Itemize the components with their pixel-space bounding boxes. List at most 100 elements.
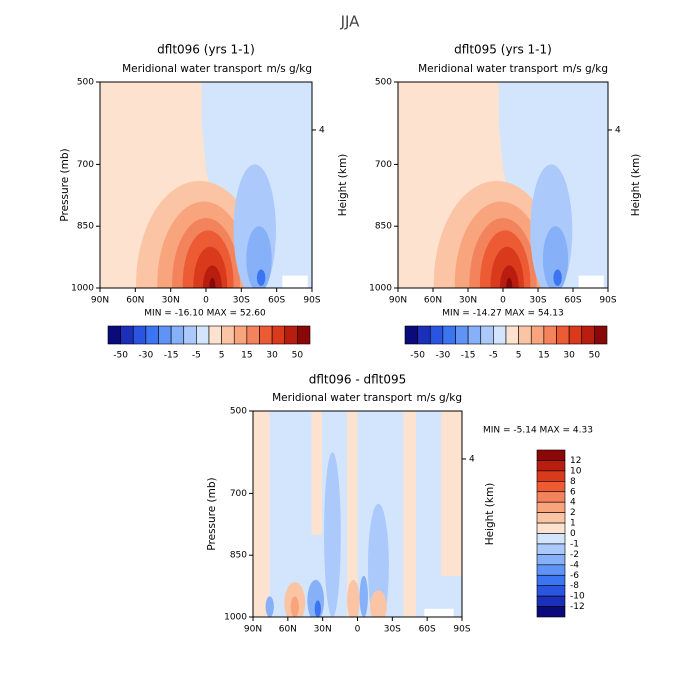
colorbar-box <box>505 325 519 345</box>
x-tick-label: 30S <box>384 625 401 635</box>
colorbar-box <box>568 325 583 345</box>
colorbar-label: -1 <box>570 539 579 549</box>
y2-axis-label: Height (km) <box>630 154 642 217</box>
contour-fill <box>553 269 562 286</box>
colorbar-box <box>233 325 248 345</box>
panel-subtitle: Meridional water transport <box>418 63 558 75</box>
panel-title: dflt096 (yrs 1-1) <box>157 43 255 57</box>
contour-fill <box>542 226 569 288</box>
colorbar-box <box>284 325 298 345</box>
colorbar-box <box>170 325 185 345</box>
colorbar-label: -50 <box>113 351 128 361</box>
panel-title: dflt095 (yrs 1-1) <box>454 43 552 57</box>
y-tick-label: 500 <box>77 78 94 88</box>
y2-axis-label: Height (km) <box>484 483 496 546</box>
y2-tick-label: 4 <box>469 454 475 464</box>
colorbar-label: -5 <box>489 351 498 361</box>
colorbar-box <box>271 325 286 345</box>
stats: MIN = -14.27 MAX = 54.13 <box>442 309 563 319</box>
colorbar-label: 30 <box>563 351 575 361</box>
y2-tick-label: 4 <box>615 125 621 135</box>
colorbar-box <box>556 325 570 345</box>
colorbar-box <box>107 325 121 345</box>
colorbar-box <box>536 460 566 472</box>
x-tick-label: 30S <box>233 296 250 306</box>
y-tick-label: 500 <box>230 407 247 417</box>
colorbar-box <box>259 325 273 345</box>
contour-fill <box>314 600 321 617</box>
contour-fill <box>367 503 389 617</box>
colorbar-box <box>145 325 159 345</box>
contour-field <box>398 82 608 288</box>
colorbar-box <box>246 325 260 345</box>
colorbar-label: -12 <box>570 602 585 612</box>
colorbar-label: 6 <box>570 487 576 497</box>
colorbar-label: -15 <box>461 351 476 361</box>
stats: MIN = -5.14 MAX = 4.33 <box>483 426 593 436</box>
contour-fill <box>403 411 417 617</box>
colorbar-box <box>581 325 595 345</box>
stats: MIN = -16.10 MAX = 52.60 <box>144 309 266 319</box>
contour-field <box>100 82 312 288</box>
contour-fill <box>324 452 341 617</box>
colorbar-box <box>221 325 235 345</box>
colorbar-label: 5 <box>219 351 225 361</box>
colorbar-label: -6 <box>570 571 579 581</box>
contour-fill <box>370 590 387 617</box>
colorbar-label: 50 <box>292 351 304 361</box>
y-tick-label: 500 <box>375 78 392 88</box>
y-tick-label: 850 <box>77 222 94 232</box>
contour-fill <box>311 411 322 535</box>
colorbar-box <box>536 585 566 597</box>
colorbar-box <box>455 325 469 345</box>
colorbar-label: 8 <box>570 477 576 487</box>
colorbar-box <box>536 522 566 534</box>
panel-title: dflt096 - dflt095 <box>309 373 407 387</box>
colorbar-box <box>536 491 566 503</box>
colorbar-box <box>536 554 566 566</box>
colorbar-box <box>530 325 545 345</box>
contour-fill <box>499 265 519 288</box>
contour-fill <box>256 269 266 286</box>
colorbar-box <box>417 325 431 345</box>
colorbar-box <box>208 325 222 345</box>
colorbar-label: -30 <box>436 351 451 361</box>
colorbar-label: 12 <box>570 456 581 466</box>
panel-subtitle: Meridional water transport <box>272 392 412 404</box>
colorbar-label: 30 <box>266 351 278 361</box>
contour-fill <box>347 579 360 617</box>
colorbar-box <box>536 512 566 524</box>
colorbar-box <box>429 325 444 345</box>
y-tick-label: 700 <box>375 160 392 170</box>
y-tick-label: 700 <box>230 489 247 499</box>
colorbar-label: 1 <box>570 519 576 529</box>
contour-field <box>253 411 462 617</box>
colorbar-label: 2 <box>570 508 576 518</box>
colorbar-box <box>536 595 566 607</box>
contour-fill <box>307 579 325 617</box>
y-tick-label: 1000 <box>71 284 94 294</box>
colorbar-box <box>518 325 532 345</box>
colorbar-box <box>183 325 197 345</box>
colorbar-label: -4 <box>570 560 579 570</box>
contour-fill <box>246 226 272 288</box>
x-tick-label: 90S <box>303 296 320 306</box>
colorbar-box <box>536 543 566 555</box>
panel-units: m/s g/kg <box>562 63 608 75</box>
x-tick-label: 90N <box>389 296 407 306</box>
colorbar-box <box>120 325 134 345</box>
colorbar-box <box>132 325 147 345</box>
colorbar-box <box>480 325 494 345</box>
x-tick-label: 0 <box>203 296 209 306</box>
colorbar-box <box>404 325 418 345</box>
colorbar-box <box>536 501 566 513</box>
contour-fill <box>265 596 274 617</box>
colorbar-box <box>297 325 311 345</box>
contour-fill <box>347 411 358 617</box>
y-tick-label: 1000 <box>224 613 247 623</box>
x-tick-label: 0 <box>500 296 506 306</box>
colorbar-box <box>536 564 566 576</box>
x-tick-label: 90S <box>453 625 470 635</box>
contour-fill <box>359 575 368 617</box>
colorbar-box <box>493 325 507 345</box>
